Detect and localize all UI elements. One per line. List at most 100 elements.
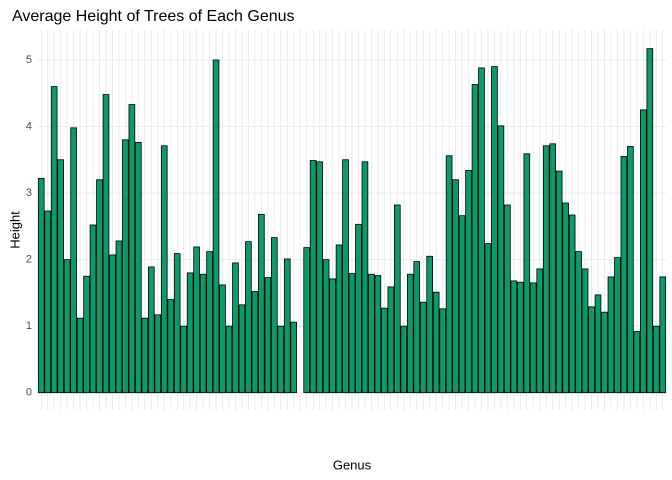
bar [37, 178, 45, 394]
bar [355, 223, 362, 394]
bar [50, 86, 58, 394]
bar [614, 257, 621, 394]
bar [536, 268, 544, 394]
bar [329, 278, 336, 394]
bar [115, 240, 123, 394]
bar [76, 317, 84, 394]
bar [529, 282, 537, 394]
bar [652, 325, 660, 394]
bar [70, 127, 77, 394]
bar [413, 261, 421, 394]
x-axis-label: Genus [333, 457, 372, 472]
bar [277, 325, 285, 394]
y-tick-label: 1 [26, 320, 32, 332]
bar [264, 277, 272, 394]
bar [465, 170, 472, 394]
bar [63, 259, 71, 394]
bar [491, 66, 498, 394]
bar [141, 317, 149, 394]
bar [57, 159, 64, 394]
bar [601, 311, 608, 394]
bar [342, 159, 349, 394]
bar [83, 275, 90, 394]
bar [627, 146, 634, 394]
chart-title: Average Height of Trees of Each Genus [12, 8, 295, 25]
bar [478, 67, 485, 394]
bar [128, 104, 136, 394]
y-tick-label: 2 [26, 254, 32, 266]
bar [381, 307, 388, 394]
bar [594, 294, 602, 394]
bar [135, 142, 142, 394]
bar [160, 145, 168, 394]
bar [387, 286, 395, 394]
bar [374, 275, 382, 394]
y-axis-label: Height [7, 211, 22, 249]
bar [89, 224, 97, 394]
bar [186, 272, 194, 394]
bar [348, 273, 356, 394]
bar [542, 145, 550, 394]
bar [568, 214, 576, 394]
bar [219, 284, 226, 394]
bar [607, 276, 615, 394]
bar [270, 237, 278, 394]
bar [290, 321, 298, 394]
bar [633, 331, 641, 394]
bar [245, 241, 252, 394]
bar [471, 84, 479, 394]
bar [109, 254, 116, 394]
bar [303, 247, 310, 394]
bar [458, 215, 466, 394]
y-tick-label: 5 [26, 54, 32, 66]
bar [640, 109, 647, 394]
bar [283, 258, 291, 394]
bar [562, 202, 569, 394]
bar [646, 48, 654, 394]
bar [309, 160, 317, 394]
bar [251, 291, 259, 394]
bar [504, 204, 511, 394]
y-tick-label: 4 [26, 120, 32, 132]
bar [581, 268, 589, 394]
bar [193, 246, 200, 394]
bar [510, 280, 518, 394]
bar [122, 139, 129, 394]
bar [238, 304, 246, 394]
bar [167, 299, 175, 394]
bar [180, 325, 187, 394]
bar [232, 262, 239, 394]
bar [368, 273, 375, 394]
bar [206, 251, 213, 394]
bar [555, 170, 563, 394]
bar [575, 251, 582, 394]
bar [225, 325, 233, 394]
y-tick-label: 0 [26, 387, 32, 399]
bar [452, 179, 459, 394]
bar [484, 243, 492, 394]
bar [445, 155, 453, 394]
bar [620, 156, 628, 394]
bar [588, 306, 595, 394]
bar [517, 281, 524, 394]
bar [497, 125, 505, 394]
bar [426, 255, 434, 394]
bar [44, 210, 52, 394]
bar [549, 143, 557, 394]
bar [335, 244, 343, 394]
bar [394, 204, 401, 394]
bar [102, 94, 110, 394]
bar [322, 259, 330, 394]
bar [316, 161, 323, 394]
bar [361, 161, 369, 394]
bar [419, 301, 427, 394]
bar [439, 308, 446, 394]
y-tick-label: 3 [26, 187, 32, 199]
bar [199, 273, 207, 394]
bar [406, 273, 414, 394]
bar [400, 325, 408, 394]
bar [432, 291, 440, 394]
bar [659, 276, 667, 394]
bar [154, 314, 162, 394]
